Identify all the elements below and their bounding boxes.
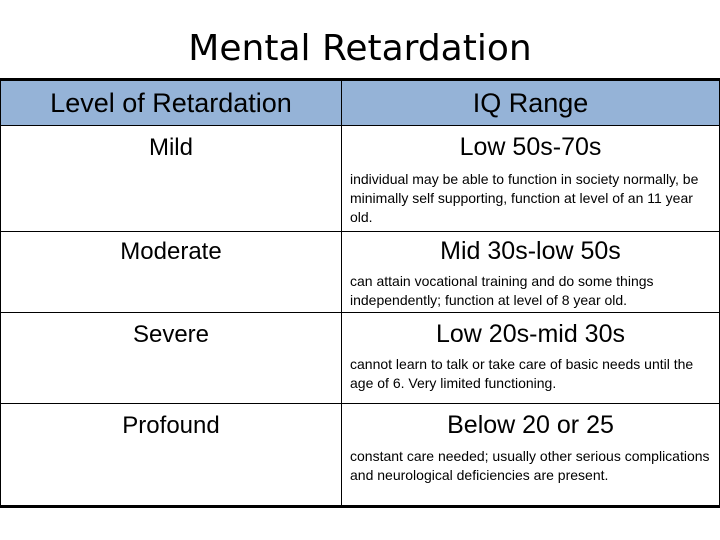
iq-range-cell: Mid 30s-low 50s: [440, 237, 621, 265]
table-header: Level of Retardation IQ Range: [1, 81, 719, 126]
table-row-severe: Severe Low 20s-mid 30s cannot learn to t…: [1, 313, 719, 404]
level-cell: Mild: [148, 134, 193, 161]
level-cell: Severe: [132, 321, 210, 348]
description-cell: constant care needed; usually other seri…: [350, 448, 710, 483]
iq-range-cell: Below 20 or 25: [447, 411, 614, 439]
description-cell: cannot learn to talk or take care of bas…: [350, 356, 694, 391]
iq-range-cell: Low 20s-mid 30s: [436, 320, 625, 348]
header-iq-range: IQ Range: [472, 88, 589, 118]
table-row-profound: Profound Below 20 or 25 constant care ne…: [1, 404, 719, 508]
header-level: Level of Retardation: [50, 88, 292, 118]
column-divider: [341, 81, 342, 505]
description-cell: can attain vocational training and do so…: [350, 273, 654, 308]
level-cell: Profound: [122, 412, 220, 439]
level-cell: Moderate: [120, 238, 222, 265]
table-row-moderate: Moderate Mid 30s-low 50s can attain voca…: [1, 232, 719, 313]
slide-title: Mental Retardation: [188, 28, 532, 69]
table-row-mild: Mild Low 50s-70s individual may be able …: [1, 126, 719, 232]
retardation-table: Level of Retardation IQ Range Mild Low 5…: [0, 78, 720, 508]
description-cell: individual may be able to function in so…: [350, 171, 699, 225]
iq-range-cell: Low 50s-70s: [459, 133, 602, 161]
